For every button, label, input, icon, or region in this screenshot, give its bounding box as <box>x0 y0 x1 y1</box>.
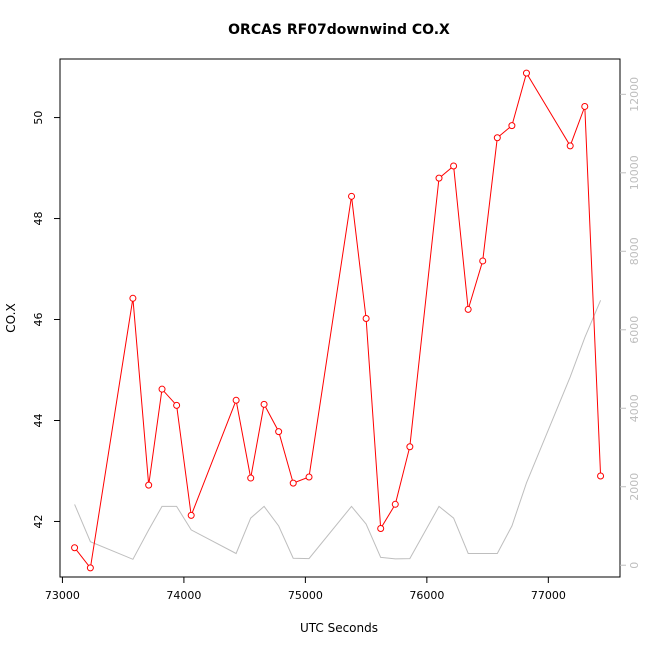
y2-tick-label: 12000 <box>628 77 641 112</box>
series-layer <box>71 69 605 572</box>
plot-area-border <box>59 58 621 578</box>
x-tick-label: 75000 <box>288 589 323 602</box>
y2-tick-label: 10000 <box>628 155 641 190</box>
y2-tick-label: 6000 <box>628 316 641 344</box>
data-point <box>348 192 356 200</box>
x-tick-label: 77000 <box>531 589 566 602</box>
data-point <box>522 69 530 77</box>
y2-tick-label: 0 <box>628 562 641 569</box>
y-tick-label: 50 <box>32 111 45 125</box>
y2-tick-label: 4000 <box>628 394 641 422</box>
data-point <box>289 479 297 487</box>
data-point <box>275 428 283 436</box>
data-point <box>187 511 195 519</box>
data-point <box>305 473 313 481</box>
data-point <box>435 174 443 182</box>
data-point <box>145 481 153 489</box>
y-tick-label: 48 <box>32 212 45 226</box>
data-point <box>406 443 414 451</box>
x-tick-label: 73000 <box>45 589 80 602</box>
chart-title: ORCAS RF07downwind CO.X <box>228 22 450 38</box>
left-axis: 42 44 46 48 50 <box>32 111 60 528</box>
data-point <box>247 474 255 482</box>
x-tick-label: 74000 <box>166 589 201 602</box>
data-point <box>566 142 574 150</box>
data-point <box>71 544 79 552</box>
y-tick-label: 44 <box>32 413 45 427</box>
data-point <box>479 257 487 265</box>
data-point <box>581 102 589 110</box>
data-point <box>508 122 516 130</box>
y-tick-label: 42 <box>32 514 45 528</box>
y2-tick-label: 2000 <box>628 473 641 501</box>
data-point <box>493 134 501 142</box>
primary-series-line <box>74 71 602 570</box>
data-point <box>391 500 399 508</box>
x-axis-label: UTC Seconds <box>300 621 378 635</box>
data-point <box>86 564 94 572</box>
y-tick-label: 46 <box>32 313 45 327</box>
data-point <box>597 472 605 480</box>
y2-tick-label: 8000 <box>628 237 641 265</box>
y-axis-label: CO.X <box>4 303 18 332</box>
data-point <box>362 315 370 323</box>
secondary-series-line <box>74 300 602 560</box>
data-point <box>173 401 181 409</box>
data-point <box>464 305 472 313</box>
data-point <box>260 400 268 408</box>
data-point <box>158 385 166 393</box>
data-point <box>129 294 137 302</box>
data-point <box>232 396 240 404</box>
right-axis: 0 2000 4000 6000 8000 10000 12000 <box>620 77 641 569</box>
data-point <box>450 162 458 170</box>
data-point <box>377 525 385 533</box>
bottom-axis: 73000 74000 75000 76000 77000 <box>45 577 566 602</box>
x-tick-label: 76000 <box>409 589 444 602</box>
